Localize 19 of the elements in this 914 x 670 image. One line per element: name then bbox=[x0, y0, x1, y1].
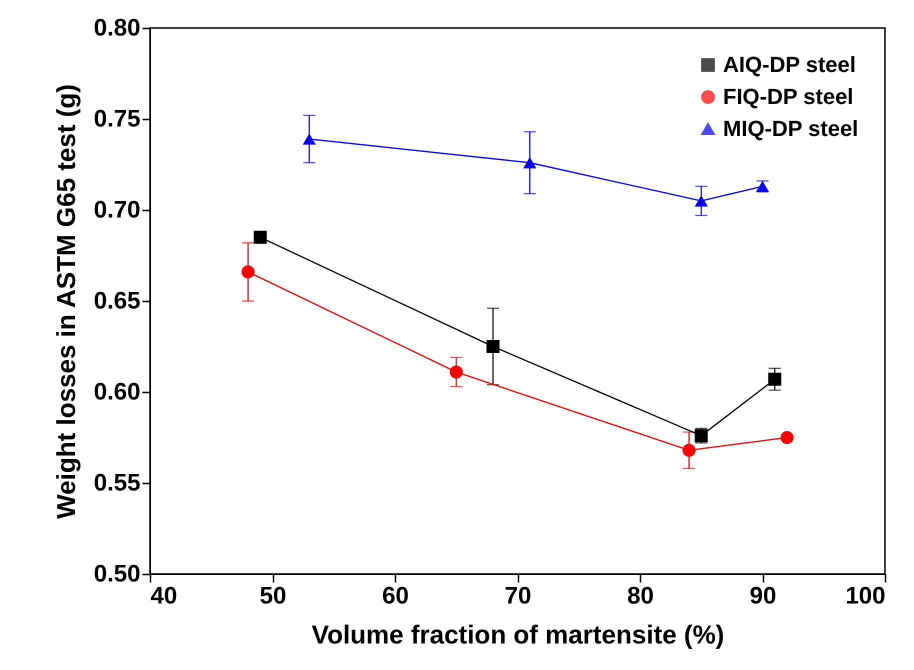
y-axis-title: Weight losses in ASTM G65 test (g) bbox=[50, 84, 81, 519]
x-tick-label: 50 bbox=[260, 582, 286, 610]
y-tick-label: 0.60 bbox=[94, 378, 140, 406]
x-tick-label: 100 bbox=[845, 582, 886, 610]
y-tick-label: 0.70 bbox=[94, 196, 140, 224]
y-tick-label: 0.65 bbox=[94, 288, 140, 314]
x-tick-label: 80 bbox=[627, 582, 654, 610]
y-tick-label: 0.75 bbox=[94, 106, 140, 132]
x-axis-title: Volume fraction of martensite (%) bbox=[312, 620, 724, 650]
y-tick-label: 0.50 bbox=[94, 560, 140, 588]
x-tick-label: 40 bbox=[150, 582, 178, 610]
x-tick-label: 70 bbox=[504, 582, 532, 610]
y-tick-label: 0.80 bbox=[94, 14, 140, 42]
legend-label: MIQ-DP steel bbox=[723, 116, 858, 141]
x-tick-label: 60 bbox=[382, 582, 409, 610]
legend-label: FIQ-DP steel bbox=[723, 84, 854, 109]
legend-label: AIQ-DP steel bbox=[723, 52, 856, 77]
x-tick-label: 90 bbox=[750, 582, 776, 610]
y-tick-label: 0.55 bbox=[94, 470, 140, 496]
